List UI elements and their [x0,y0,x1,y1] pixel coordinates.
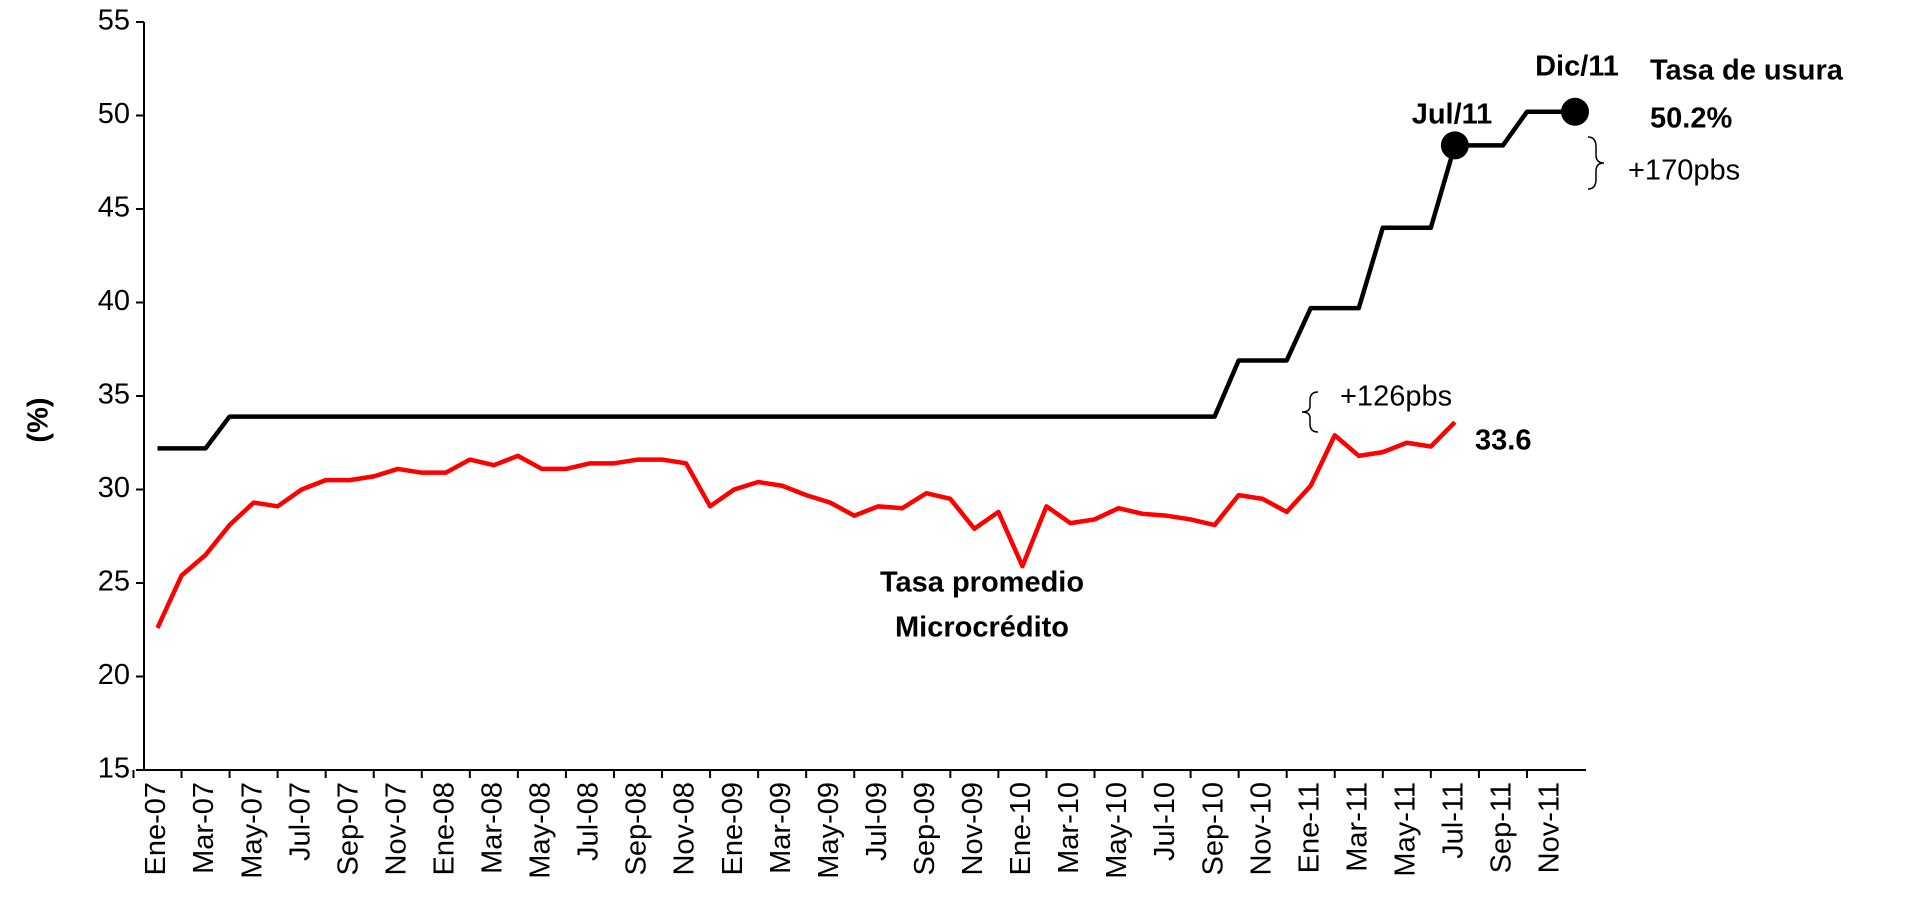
x-tick-label: Sep-08 [621,782,653,876]
annotation: Tasa de usura [1650,55,1844,87]
x-tick-label: Mar-10 [1053,782,1085,874]
x-tick-label: May-09 [813,782,845,879]
x-tick-label: Ene-10 [1005,782,1037,876]
x-tick-label: May-11 [1389,782,1421,877]
x-tick-label: Sep-11 [1486,782,1518,873]
highlight-marker [1440,131,1469,160]
x-tick-label: May-08 [525,782,557,879]
brace [1587,136,1605,190]
annotation: 33.6 [1475,425,1531,457]
annotation: +126pbs [1340,381,1452,413]
x-tick-label: Jul-08 [573,782,605,861]
x-tick-label: Nov-11 [1534,782,1566,873]
y-tick-label: 40 [98,285,130,317]
x-tick-label: Sep-07 [332,782,364,876]
x-tick-label: Nov-10 [1245,782,1277,876]
x-tick-label: May-07 [236,782,268,879]
annotation: Tasa promedio [880,567,1084,599]
y-tick-label: 50 [98,98,130,130]
annotation: +170pbs [1628,155,1740,187]
y-tick-label: 25 [98,566,130,598]
x-tick-label: Ene-07 [140,782,172,876]
y-axis-label: (%) [23,397,55,442]
y-tick-label: 30 [98,472,130,504]
annotation: 50.2% [1650,103,1732,135]
brace [1301,391,1319,433]
x-tick-label: Mar-08 [477,782,509,874]
x-tick-label: Mar-09 [765,782,797,874]
x-tick-label: Nov-08 [669,782,701,876]
annotation: Dic/11 [1535,51,1619,83]
x-tick-label: Jul-10 [1149,782,1181,861]
x-tick-label: Jul-07 [284,782,316,861]
highlight-marker [1561,97,1589,126]
y-tick-label: 20 [98,659,130,691]
y-tick-label: 45 [98,192,130,224]
x-tick-label: Nov-07 [380,782,412,876]
y-tick-label: 15 [98,753,130,785]
annotation: Jul/11 [1412,99,1493,131]
x-tick-label: Ene-11 [1293,782,1325,873]
x-tick-label: Jul-09 [861,782,893,861]
x-tick-label: Nov-09 [957,782,989,876]
x-tick-label: Mar-11 [1341,782,1373,872]
x-tick-label: Ene-08 [428,782,460,876]
x-tick-label: May-10 [1101,782,1133,879]
x-tick-label: Sep-09 [909,782,941,876]
annotation: Microcrédito [895,612,1069,644]
x-tick-label: Jul-11 [1438,782,1470,859]
y-tick-label: 35 [98,379,130,411]
series-line [157,109,1575,451]
x-tick-label: Mar-07 [188,782,220,874]
series-line [155,420,1457,629]
x-tick-label: Sep-10 [1197,782,1229,876]
y-tick-label: 55 [98,5,130,37]
x-tick-label: Ene-09 [717,782,749,876]
